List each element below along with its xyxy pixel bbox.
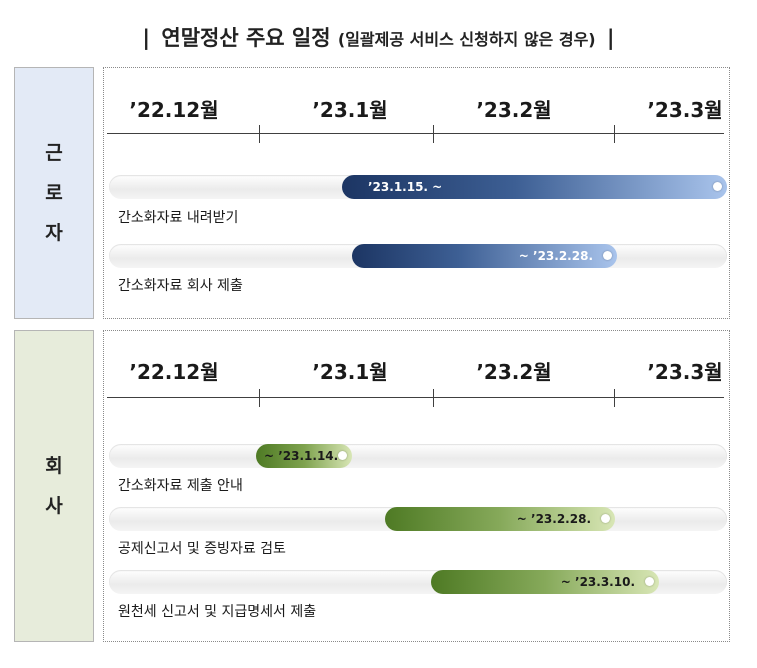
axis-tick — [433, 389, 434, 407]
timeline-axis — [107, 133, 724, 134]
bar-end-dot — [338, 451, 347, 460]
worker-label-char: 자 — [45, 213, 62, 253]
month-label-mar23: ’23.3월 — [647, 94, 722, 123]
worker-row-label: 간소화자료 내려받기 — [118, 207, 238, 227]
company-row-label: 원천세 신고서 및 지급명세서 제출 — [118, 601, 316, 621]
month-label-dec22: ’22.12월 — [129, 94, 218, 123]
title-subtitle: (일괄제공 서비스 신청하지 않은 경우) — [338, 30, 596, 49]
axis-tick — [433, 125, 434, 143]
month-label-mar23: ’23.3월 — [647, 356, 722, 385]
page-title: | 연말정산 주요 일정 (일괄제공 서비스 신청하지 않은 경우) | — [0, 22, 757, 52]
month-label-jan23: ’23.1월 — [312, 356, 387, 385]
timeline-track — [109, 444, 727, 468]
timeline-axis — [107, 397, 724, 398]
bar-end-dot — [713, 182, 722, 191]
period-label: ~ ’23.1.14. — [264, 449, 338, 463]
company-review-bar: ~ ’23.2.28. — [385, 507, 615, 531]
period-label: ’23.1.15. ~ — [368, 180, 442, 194]
worker-label-char: 근 — [45, 133, 62, 173]
axis-tick — [259, 125, 260, 143]
period-label: ~ ’23.3.10. — [561, 575, 635, 589]
axis-tick — [614, 389, 615, 407]
title-bar-right: | — [607, 26, 615, 50]
period-label: ~ ’23.2.28. — [519, 249, 593, 263]
month-label-feb23: ’23.2월 — [476, 94, 551, 123]
company-row-label: 간소화자료 제출 안내 — [118, 475, 243, 495]
axis-tick — [614, 125, 615, 143]
company-section-label: 회 사 — [14, 330, 94, 642]
month-label-dec22: ’22.12월 — [129, 356, 218, 385]
period-label: ~ ’23.2.28. — [517, 512, 591, 526]
company-label-char: 회 — [45, 446, 62, 486]
worker-row-label: 간소화자료 회사 제출 — [118, 275, 243, 295]
worker-label-char: 로 — [45, 173, 62, 213]
title-bar-left: | — [142, 26, 150, 50]
company-notice-bar: ~ ’23.1.14. — [256, 444, 352, 468]
axis-tick — [259, 389, 260, 407]
worker-download-bar: ’23.1.15. ~ — [342, 175, 727, 199]
month-label-feb23: ’23.2월 — [476, 356, 551, 385]
title-main: 연말정산 주요 일정 — [161, 26, 330, 50]
worker-timeline-panel: ’22.12월 ’23.1월 ’23.2월 ’23.3월 ’23.1.15. ~… — [103, 67, 730, 319]
company-filing-bar: ~ ’23.3.10. — [431, 570, 659, 594]
worker-submit-bar: ~ ’23.2.28. — [352, 244, 617, 268]
month-label-jan23: ’23.1월 — [312, 94, 387, 123]
bar-end-dot — [601, 514, 610, 523]
company-timeline-panel: ’22.12월 ’23.1월 ’23.2월 ’23.3월 ~ ’23.1.14.… — [103, 330, 730, 642]
company-label-char: 사 — [45, 486, 62, 526]
bar-end-dot — [603, 251, 612, 260]
bar-end-dot — [645, 577, 654, 586]
worker-section-label: 근 로 자 — [14, 67, 94, 319]
company-row-label: 공제신고서 및 증빙자료 검토 — [118, 538, 286, 558]
